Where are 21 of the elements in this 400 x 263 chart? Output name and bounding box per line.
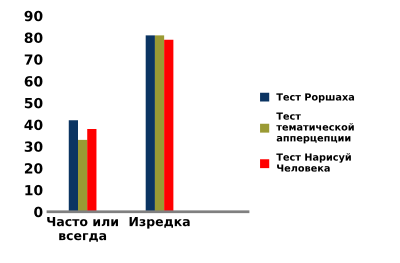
legend-label: Тест тематической апперцепции (276, 112, 354, 144)
y-tick-label: 20 (24, 163, 42, 174)
y-tick-label: 90 (24, 10, 42, 22)
x-tick-label: Часто или всегда (47, 216, 118, 242)
legend-label: Тест Нарисуй Человека (276, 153, 351, 172)
bar (87, 128, 96, 212)
bar (154, 35, 164, 212)
y-tick-label: 60 (24, 76, 42, 87)
y-tick-label: 80 (24, 32, 42, 44)
x-tick-label: Изредка (130, 216, 190, 229)
legend-label: Тест Роршаха (276, 93, 354, 103)
y-tick-label: 70 (24, 54, 42, 65)
y-tick-label: 50 (24, 98, 42, 108)
y-tick-label: 0 (34, 206, 42, 218)
bar (146, 35, 155, 212)
y-tick-label: 10 (25, 184, 42, 196)
y-tick-label: 40 (24, 120, 42, 130)
y-tick-label: 30 (24, 141, 42, 152)
bar (68, 120, 78, 212)
bar (164, 40, 174, 212)
bar (78, 140, 88, 212)
